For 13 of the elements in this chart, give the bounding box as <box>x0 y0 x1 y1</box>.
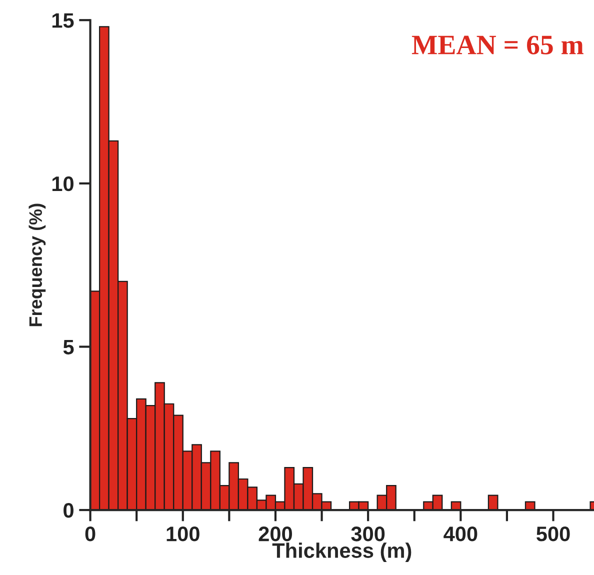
y-tick-label: 10 <box>52 176 74 192</box>
annotation: MEAN = 65 m <box>412 36 584 54</box>
y-tick-label: 0 <box>64 503 74 518</box>
y-tick-label: 15 <box>52 13 74 28</box>
x-axis-title: Thickness (m) <box>272 542 412 562</box>
x-tick-label: 500 <box>536 526 570 542</box>
x-tick-label: 0 <box>85 526 96 542</box>
x-tick-label: 300 <box>351 526 385 542</box>
x-tick-label: 400 <box>444 526 478 542</box>
y-tick-label: 5 <box>63 340 74 354</box>
x-tick-label: 100 <box>166 526 200 542</box>
y-axis-title: Frequency (%) <box>28 204 46 326</box>
x-tick-label: 200 <box>258 526 292 542</box>
